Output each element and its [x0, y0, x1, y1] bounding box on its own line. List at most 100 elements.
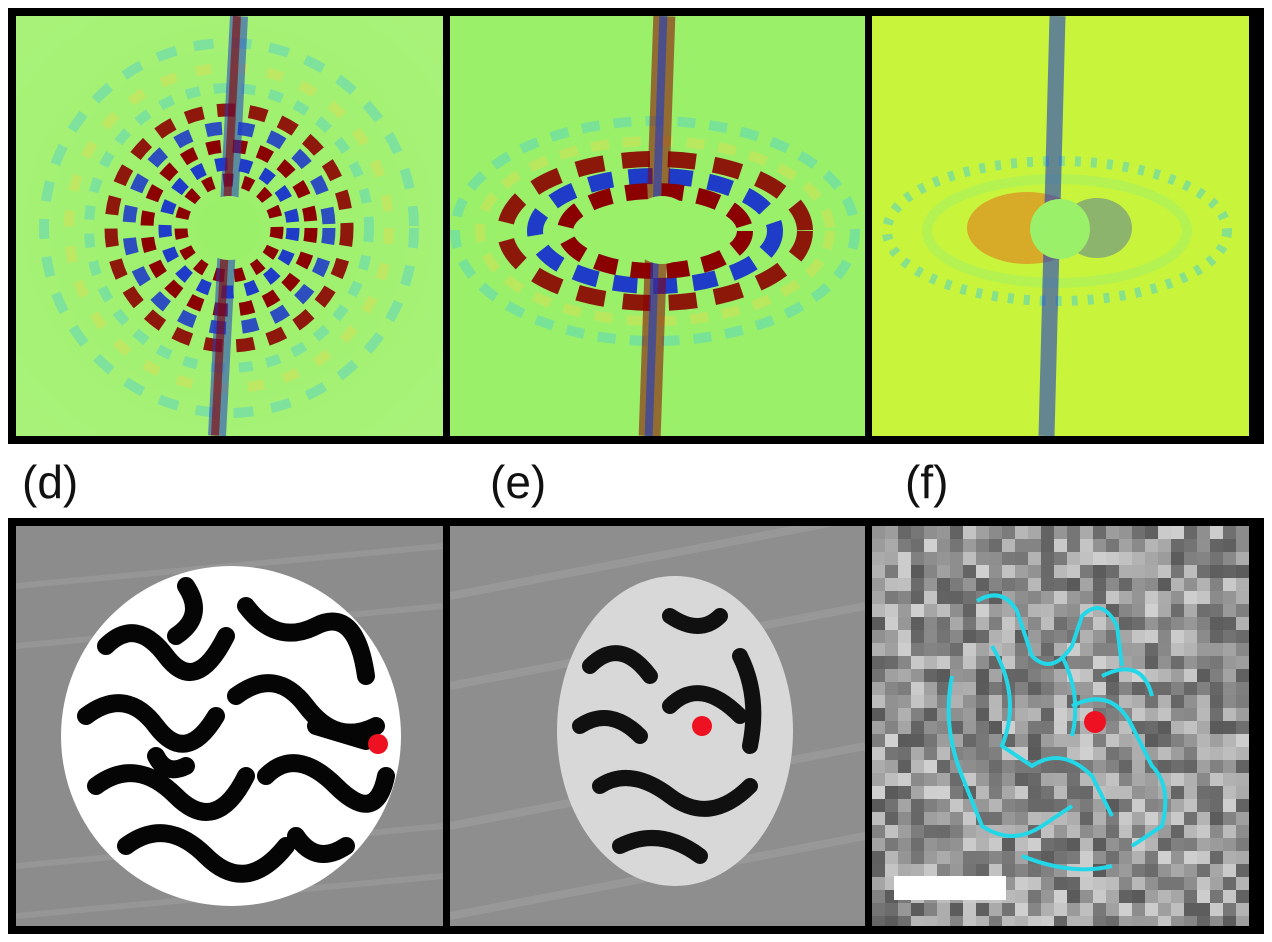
- noise-pixel: [1236, 760, 1249, 773]
- noise-pixel: [1210, 825, 1223, 838]
- noise-pixel: [976, 851, 989, 864]
- noise-pixel: [976, 539, 989, 552]
- noise-pixel: [1028, 721, 1041, 734]
- noise-pixel: [1119, 721, 1132, 734]
- noise-pixel: [1184, 864, 1197, 877]
- noise-pixel: [1106, 851, 1119, 864]
- noise-pixel: [1171, 773, 1184, 786]
- noise-pixel: [1093, 630, 1106, 643]
- noise-pixel: [924, 695, 937, 708]
- noise-pixel: [1184, 877, 1197, 890]
- noise-pixel: [911, 786, 924, 799]
- noise-pixel: [1002, 617, 1015, 630]
- noise-pixel: [1145, 643, 1158, 656]
- noise-pixel: [937, 825, 950, 838]
- beamstop: [1030, 199, 1090, 259]
- noise-pixel: [1184, 734, 1197, 747]
- noise-pixel: [1041, 708, 1054, 721]
- noise-pixel: [1093, 552, 1106, 565]
- noise-pixel: [885, 721, 898, 734]
- noise-pixel: [1158, 708, 1171, 721]
- noise-pixel: [950, 825, 963, 838]
- noise-pixel: [1210, 565, 1223, 578]
- noise-pixel: [1054, 734, 1067, 747]
- noise-pixel: [1015, 864, 1028, 877]
- noise-pixel: [1158, 669, 1171, 682]
- noise-pixel: [885, 786, 898, 799]
- noise-pixel: [1093, 539, 1106, 552]
- noise-pixel: [885, 604, 898, 617]
- noise-pixel: [1067, 851, 1080, 864]
- noise-pixel: [924, 851, 937, 864]
- noise-pixel: [1028, 812, 1041, 825]
- noise-pixel: [950, 630, 963, 643]
- noise-pixel: [1067, 916, 1080, 926]
- noise-pixel: [963, 838, 976, 851]
- noise-pixel: [924, 526, 937, 539]
- noise-pixel: [885, 630, 898, 643]
- noise-pixel: [989, 695, 1002, 708]
- noise-pixel: [1132, 916, 1145, 926]
- noise-pixel: [1054, 825, 1067, 838]
- reference-marker: [692, 716, 712, 736]
- noise-pixel: [950, 786, 963, 799]
- noise-pixel: [950, 851, 963, 864]
- panel-f-image: [872, 526, 1249, 926]
- noise-pixel: [1197, 708, 1210, 721]
- noise-pixel: [872, 539, 885, 552]
- noise-pixel: [1197, 825, 1210, 838]
- noise-pixel: [1067, 812, 1080, 825]
- noise-pixel: [1184, 539, 1197, 552]
- noise-pixel: [1145, 799, 1158, 812]
- noise-pixel: [963, 604, 976, 617]
- noise-pixel: [1041, 539, 1054, 552]
- noise-pixel: [898, 591, 911, 604]
- noise-pixel: [872, 617, 885, 630]
- noise-pixel: [872, 812, 885, 825]
- noise-pixel: [885, 526, 898, 539]
- noise-pixel: [911, 539, 924, 552]
- noise-pixel: [963, 695, 976, 708]
- noise-pixel: [924, 643, 937, 656]
- noise-pixel: [872, 786, 885, 799]
- noise-pixel: [1236, 708, 1249, 721]
- noise-pixel: [1015, 591, 1028, 604]
- noise-pixel: [1067, 786, 1080, 799]
- noise-pixel: [1171, 851, 1184, 864]
- noise-pixel: [1145, 669, 1158, 682]
- noise-pixel: [1132, 760, 1145, 773]
- noise-pixel: [1067, 604, 1080, 617]
- noise-pixel: [1145, 786, 1158, 799]
- noise-pixel: [937, 552, 950, 565]
- noise-pixel: [1093, 591, 1106, 604]
- noise-pixel: [1132, 695, 1145, 708]
- noise-pixel: [1067, 747, 1080, 760]
- noise-pixel: [950, 552, 963, 565]
- noise-pixel: [1028, 695, 1041, 708]
- noise-pixel: [1145, 526, 1158, 539]
- noise-pixel: [1145, 565, 1158, 578]
- noise-pixel: [1041, 630, 1054, 643]
- noise-pixel: [950, 565, 963, 578]
- noise-pixel: [1184, 565, 1197, 578]
- noise-pixel: [963, 721, 976, 734]
- noise-pixel: [976, 643, 989, 656]
- noise-pixel: [898, 695, 911, 708]
- noise-pixel: [963, 552, 976, 565]
- noise-pixel: [1145, 734, 1158, 747]
- noise-pixel: [1015, 877, 1028, 890]
- noise-pixel: [911, 656, 924, 669]
- noise-pixel: [937, 526, 950, 539]
- noise-pixel: [872, 708, 885, 721]
- noise-pixel: [898, 682, 911, 695]
- noise-pixel: [1054, 877, 1067, 890]
- panel-divider: [443, 526, 450, 926]
- noise-pixel: [1158, 643, 1171, 656]
- noise-pixel: [872, 643, 885, 656]
- noise-pixel: [1080, 747, 1093, 760]
- noise-pixel: [950, 838, 963, 851]
- noise-pixel: [963, 643, 976, 656]
- noise-pixel: [911, 552, 924, 565]
- noise-pixel: [1223, 864, 1236, 877]
- noise-pixel: [924, 903, 937, 916]
